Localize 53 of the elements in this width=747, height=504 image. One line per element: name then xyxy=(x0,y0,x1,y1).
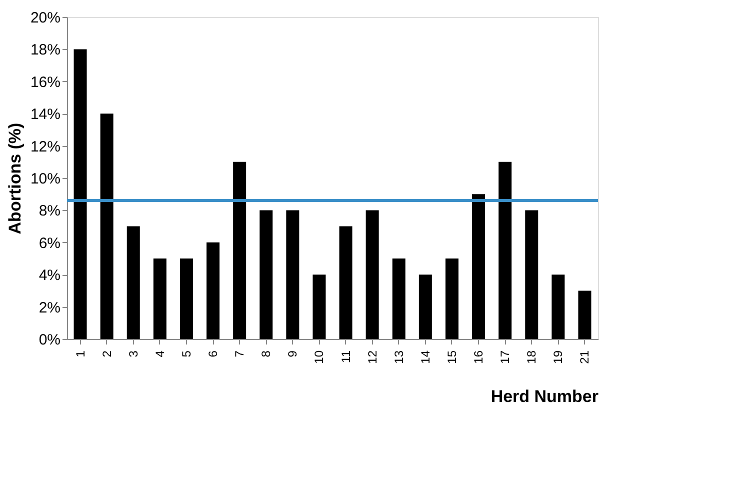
y-tick-label: 20% xyxy=(30,10,60,26)
bar xyxy=(525,210,538,339)
x-tick-label: 18 xyxy=(524,350,539,364)
x-tick-label: 2 xyxy=(100,350,114,358)
bar xyxy=(366,210,379,339)
bar xyxy=(472,194,486,339)
bar xyxy=(552,274,565,339)
x-tick-label: 3 xyxy=(126,350,140,358)
y-tick-label: 14% xyxy=(30,106,60,124)
bar xyxy=(392,258,406,339)
y-tick-label: 12% xyxy=(30,138,60,156)
bar xyxy=(233,162,246,339)
x-tick-label: 1 xyxy=(73,350,88,358)
x-tick-label: 15 xyxy=(444,350,459,364)
bar xyxy=(100,114,114,339)
bar xyxy=(312,274,326,339)
x-tick-label: 6 xyxy=(206,350,220,358)
bar xyxy=(418,274,432,339)
x-tick-label: 21 xyxy=(578,350,592,364)
bar xyxy=(445,258,458,339)
x-tick-label: 8 xyxy=(259,350,274,358)
x-tick-label: 5 xyxy=(179,350,194,358)
x-tick-label: 7 xyxy=(232,350,247,358)
x-tick-label: 13 xyxy=(392,350,406,364)
y-tick-label: 4% xyxy=(38,267,60,284)
y-axis-title: Abortions (%) xyxy=(5,122,24,234)
bar xyxy=(578,290,592,339)
y-tick-label: 16% xyxy=(30,74,60,91)
y-tick-label: 18% xyxy=(30,42,60,59)
bar xyxy=(286,210,300,339)
bar xyxy=(126,226,140,339)
bar xyxy=(206,242,220,339)
x-axis-title: Herd Number xyxy=(490,386,599,406)
bar xyxy=(153,258,166,339)
y-tick-label: 10% xyxy=(30,170,60,188)
x-tick-label: 4 xyxy=(152,350,167,358)
x-tick-label: 10 xyxy=(312,350,326,364)
y-tick-label: 0% xyxy=(38,332,60,348)
x-tick-label: 9 xyxy=(286,350,300,358)
x-tick-label: 14 xyxy=(418,350,432,364)
x-tick-label: 12 xyxy=(365,350,380,364)
y-tick-label: 6% xyxy=(38,234,60,252)
x-tick-label: 17 xyxy=(498,350,512,364)
y-tick-label: 2% xyxy=(38,299,60,316)
bar xyxy=(180,258,193,339)
x-tick-label: 16 xyxy=(472,350,486,364)
bar xyxy=(498,162,512,339)
x-tick-label: 19 xyxy=(551,350,566,364)
y-tick-label: 8% xyxy=(38,202,60,220)
x-tick-label: 11 xyxy=(338,350,353,363)
bar xyxy=(339,226,352,339)
bar xyxy=(74,49,87,339)
bar xyxy=(260,210,273,339)
